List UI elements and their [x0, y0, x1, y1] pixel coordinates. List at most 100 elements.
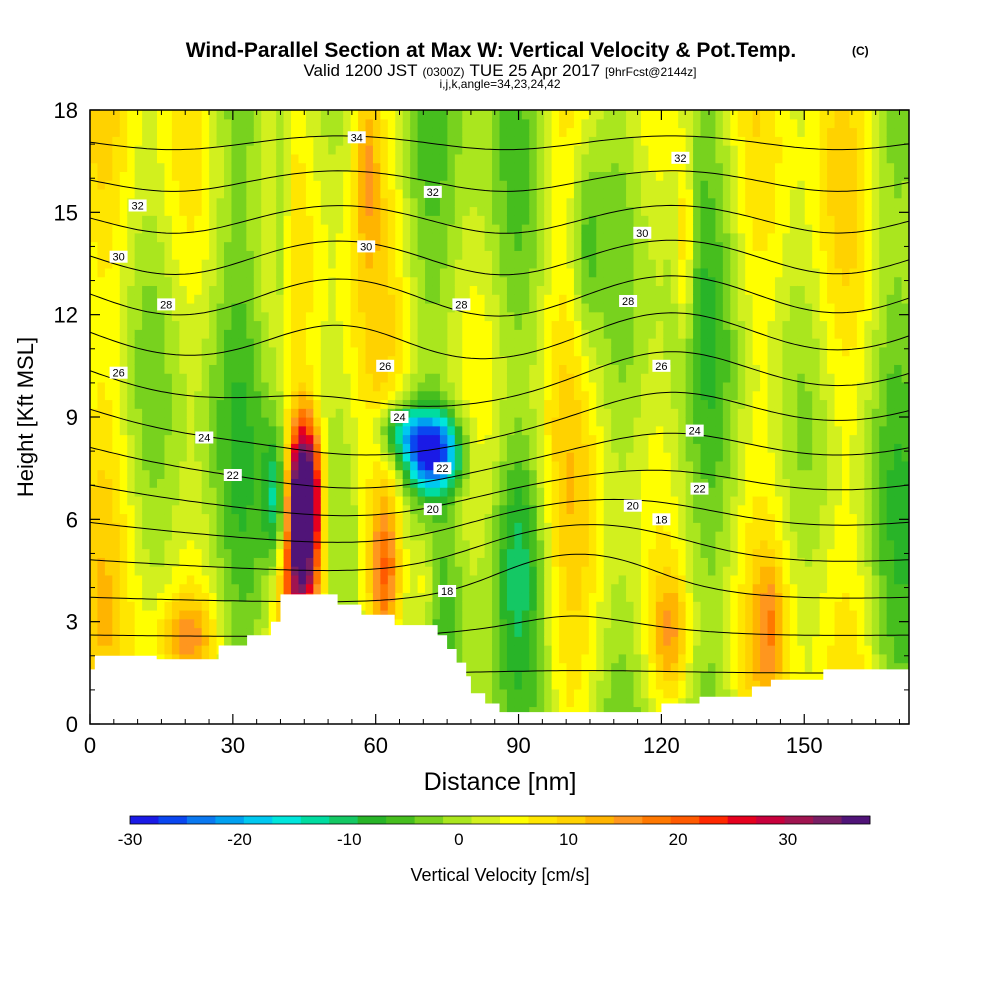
velocity-cell	[350, 232, 359, 243]
velocity-cell	[157, 381, 166, 392]
velocity-cell	[298, 460, 307, 471]
velocity-cell	[171, 232, 180, 243]
velocity-cell	[514, 574, 523, 585]
velocity-cell	[186, 504, 195, 515]
velocity-cell	[276, 548, 285, 558]
velocity-cell	[246, 539, 255, 550]
velocity-cell	[521, 609, 530, 620]
velocity-cell	[499, 504, 508, 515]
velocity-cell	[439, 522, 448, 532]
velocity-cell	[439, 425, 448, 436]
velocity-cell	[372, 557, 381, 567]
velocity-cell	[581, 267, 590, 278]
velocity-cell	[417, 355, 426, 365]
velocity-cell	[551, 557, 560, 567]
velocity-cell	[484, 381, 493, 392]
velocity-cell	[112, 206, 121, 216]
velocity-cell	[224, 557, 233, 567]
velocity-cell	[149, 127, 158, 137]
velocity-cell	[559, 302, 568, 313]
velocity-cell	[283, 425, 292, 436]
velocity-cell	[410, 320, 419, 330]
velocity-cell	[611, 469, 620, 479]
velocity-cell	[224, 487, 233, 497]
velocity-cell	[157, 601, 166, 611]
velocity-cell	[343, 425, 352, 436]
velocity-cell	[514, 153, 523, 164]
velocity-cell	[335, 259, 344, 269]
velocity-cell	[425, 180, 434, 190]
velocity-cell	[611, 609, 620, 620]
velocity-cell	[439, 206, 448, 216]
velocity-cell	[410, 601, 419, 611]
velocity-cell	[551, 171, 560, 181]
velocity-cell	[372, 162, 381, 172]
velocity-cell	[603, 653, 612, 664]
velocity-cell	[454, 241, 463, 251]
velocity-cell	[432, 434, 441, 444]
velocity-cell	[551, 697, 560, 708]
velocity-cell	[313, 232, 322, 243]
velocity-cell	[358, 574, 367, 585]
velocity-cell	[372, 232, 381, 243]
velocity-cell	[201, 320, 210, 330]
velocity-cell	[320, 224, 329, 234]
velocity-cell	[521, 399, 530, 409]
velocity-cell	[462, 276, 471, 287]
velocity-cell	[521, 680, 530, 690]
velocity-cell	[268, 180, 277, 190]
velocity-cell	[566, 531, 575, 541]
velocity-cell	[536, 110, 545, 120]
velocity-cell	[127, 443, 136, 453]
velocity-cell	[358, 180, 367, 190]
velocity-cell	[350, 504, 359, 515]
velocity-cell	[104, 276, 113, 287]
velocity-cell	[447, 373, 456, 383]
velocity-cell	[97, 364, 106, 374]
velocity-cell	[499, 153, 508, 164]
velocity-cell	[119, 434, 128, 444]
velocity-cell	[596, 627, 605, 637]
velocity-cell	[194, 118, 203, 129]
velocity-cell	[268, 127, 277, 137]
velocity-cell	[238, 627, 247, 637]
velocity-cell	[157, 232, 166, 243]
velocity-cell	[164, 557, 173, 567]
velocity-cell	[454, 267, 463, 278]
velocity-cell	[596, 557, 605, 567]
velocity-cell	[104, 399, 113, 409]
velocity-cell	[514, 548, 523, 558]
velocity-cell	[179, 618, 188, 629]
velocity-cell	[559, 390, 568, 401]
velocity-cell	[417, 329, 426, 339]
velocity-cell	[581, 452, 590, 462]
velocity-cell	[588, 241, 597, 251]
velocity-cell	[529, 399, 538, 409]
velocity-cell	[581, 469, 590, 479]
velocity-cell	[216, 495, 225, 506]
velocity-cell	[566, 688, 575, 699]
velocity-cell	[298, 197, 307, 208]
velocity-cell	[529, 609, 538, 620]
velocity-cell	[544, 355, 553, 365]
velocity-cell	[112, 609, 121, 620]
velocity-cell	[127, 548, 136, 558]
velocity-cell	[157, 452, 166, 462]
velocity-cell	[157, 153, 166, 164]
velocity-cell	[291, 557, 300, 567]
velocity-cell	[164, 241, 173, 251]
velocity-cell	[238, 294, 247, 304]
velocity-cell	[343, 267, 352, 278]
velocity-cell	[514, 171, 523, 181]
velocity-cell	[209, 127, 218, 137]
velocity-cell	[291, 513, 300, 523]
velocity-cell	[343, 250, 352, 260]
velocity-cell	[529, 224, 538, 234]
velocity-cell	[283, 583, 292, 594]
velocity-cell	[358, 329, 367, 339]
velocity-cell	[559, 645, 568, 655]
velocity-cell	[529, 680, 538, 690]
velocity-cell	[149, 417, 158, 427]
velocity-cell	[127, 609, 136, 620]
velocity-cell	[186, 294, 195, 304]
